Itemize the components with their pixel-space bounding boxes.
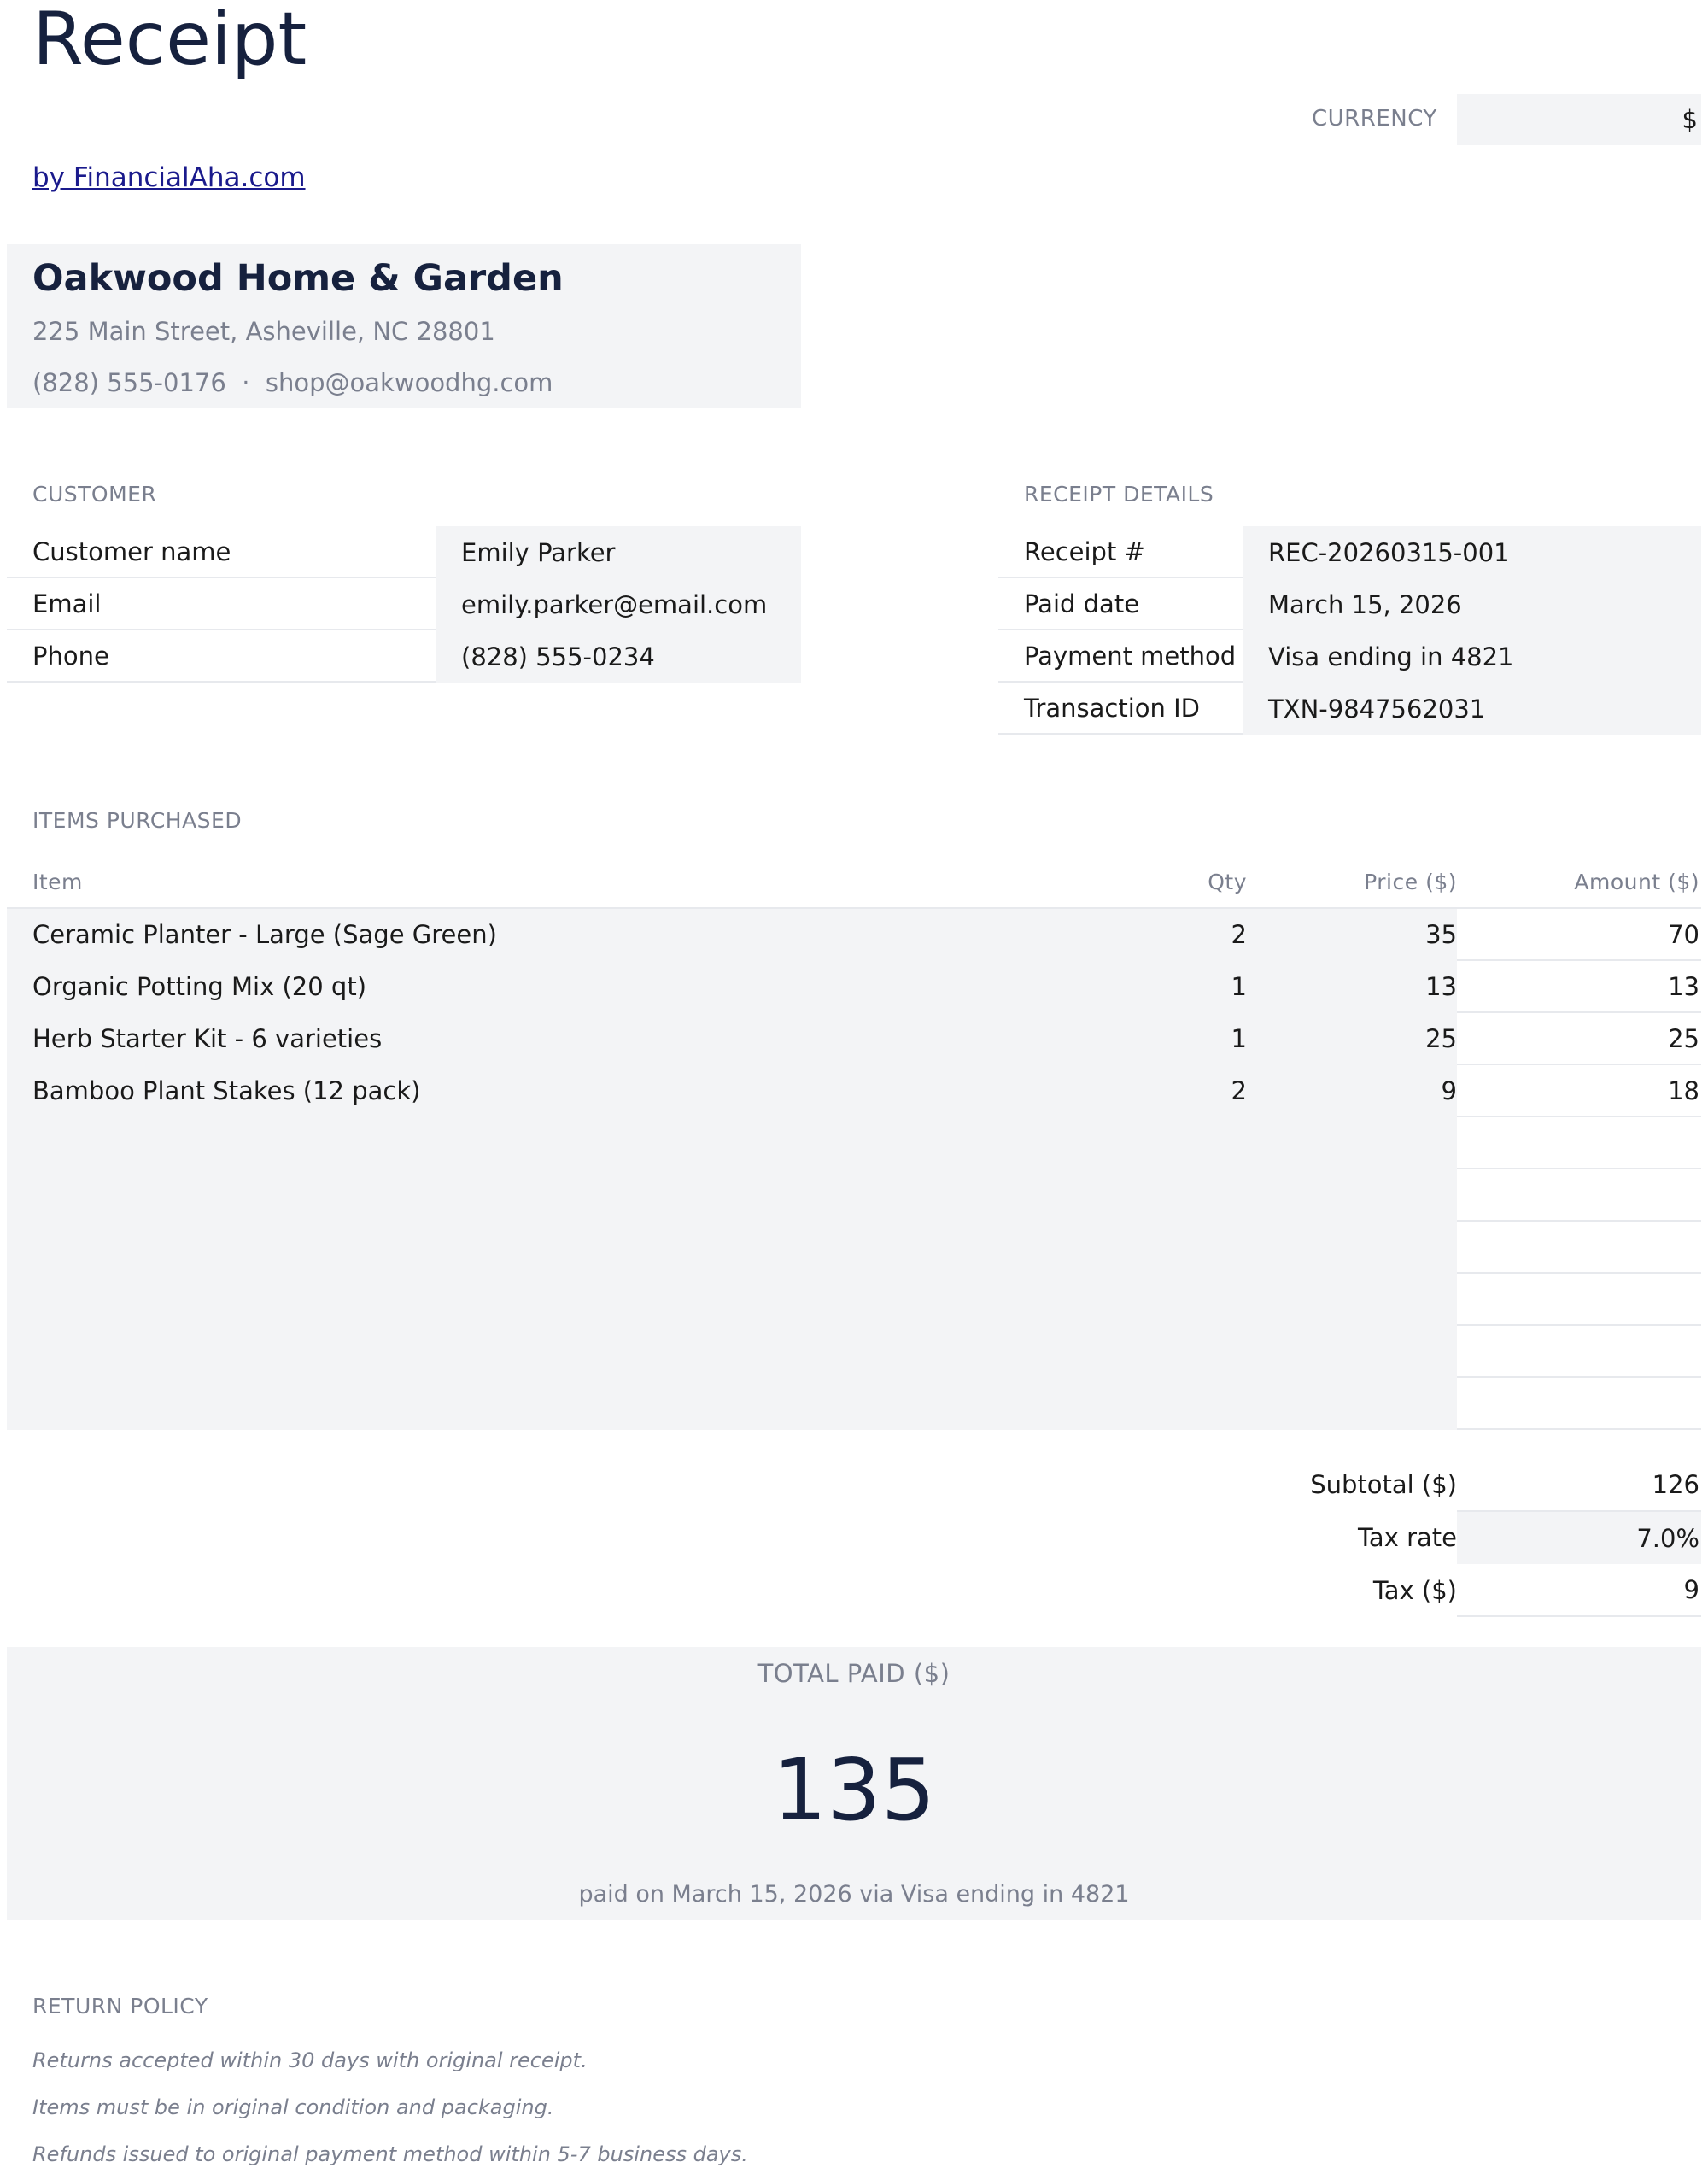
item-price[interactable]: 13 [1425,971,1457,1001]
item-name[interactable]: Organic Potting Mix (20 qt) [32,971,367,1001]
col-header-price: Price ($) [1364,869,1457,894]
customer-row-value[interactable]: emily.parker@email.com [436,578,801,630]
amount-cell [1457,909,1701,961]
customer-row-value[interactable]: Emily Parker [436,526,801,578]
receipt-detail-value[interactable]: REC-20260315-001 [1243,526,1701,578]
col-header-qty: Qty [1208,869,1247,894]
customer-row-label: Email [32,589,102,618]
customer-row-label: Customer name [32,536,231,566]
return-policy-label: RETURN POLICY [32,1994,208,2019]
item-price[interactable]: 9 [1441,1075,1457,1105]
item-qty[interactable]: 2 [1231,919,1247,949]
total-paid-label: TOTAL PAID ($) [757,1659,951,1688]
item-amount: 18 [1668,1075,1699,1105]
items-section-label: ITEMS PURCHASED [32,808,243,833]
customer-row: Customer name Emily Parker [7,526,801,578]
total-paid-note: paid on March 15, 2026 via Visa ending i… [578,1881,1130,1907]
amount-cell [1457,1169,1701,1222]
page-title: Receipt [32,0,307,82]
amount-cell [1457,1117,1701,1169]
item-amount: 13 [1668,971,1699,1001]
tax-rate-label: Tax rate [1358,1523,1457,1552]
receipt-detail-row: Transaction ID TXN-9847562031 [998,683,1701,735]
col-header-item: Item [32,869,83,894]
item-name[interactable]: Ceramic Planter - Large (Sage Green) [32,919,497,949]
amount-cell [1457,1065,1701,1117]
tax-value: 9 [1457,1564,1701,1617]
customer-row-label: Phone [32,641,109,671]
company-address: 225 Main Street, Asheville, NC 28801 [32,317,495,346]
table-row: Organic Potting Mix (20 qt) 1 13 13 [7,961,1701,1013]
item-qty[interactable]: 2 [1231,1075,1247,1105]
item-name[interactable]: Herb Starter Kit - 6 varieties [32,1023,383,1053]
item-amount: 70 [1668,919,1699,949]
item-price[interactable]: 25 [1425,1023,1457,1053]
receipt-detail-value[interactable]: March 15, 2026 [1243,578,1701,630]
currency-field[interactable]: $ [1457,94,1701,145]
amount-cell [1457,1222,1701,1274]
item-qty[interactable]: 1 [1231,971,1247,1001]
receipt-detail-label: Transaction ID [1024,693,1201,723]
col-header-amount: Amount ($) [1574,869,1699,894]
amount-cell [1457,1013,1701,1065]
receipt-detail-value[interactable]: TXN-9847562031 [1243,683,1701,735]
amount-cell [1457,961,1701,1013]
item-qty[interactable]: 1 [1231,1023,1247,1053]
total-paid-amount: 135 [772,1740,936,1840]
receipt-detail-row: Paid date March 15, 2026 [998,578,1701,630]
customer-row-value[interactable]: (828) 555-0234 [436,630,801,683]
receipt-detail-label: Receipt # [1024,536,1145,566]
receipt-detail-value[interactable]: Visa ending in 4821 [1243,630,1701,683]
table-row: Bamboo Plant Stakes (12 pack) 2 9 18 [7,1065,1701,1117]
amount-cell [1457,1274,1701,1326]
currency-value: $ [1682,105,1698,134]
company-contact: (828) 555-0176 · shop@oakwoodhg.com [32,368,553,397]
customer-row: Email emily.parker@email.com [7,578,801,630]
receipt-detail-row: Receipt # REC-20260315-001 [998,526,1701,578]
receipt-detail-row: Payment method Visa ending in 4821 [998,630,1701,683]
receipt-detail-label: Paid date [1024,589,1140,618]
receipt-detail-label: Payment method [1024,641,1237,671]
company-name: Oakwood Home & Garden [32,257,564,300]
currency-label: CURRENCY [1312,106,1437,132]
amount-cell [1457,1326,1701,1378]
items-input-area [7,909,1457,1430]
policy-line: Items must be in original condition and … [32,2095,554,2119]
company-block: Oakwood Home & Garden 225 Main Street, A… [7,244,801,408]
item-name[interactable]: Bamboo Plant Stakes (12 pack) [32,1075,421,1105]
customer-section-label: CUSTOMER [32,482,157,507]
financialaha-link[interactable]: by FinancialAha.com [32,162,306,193]
tax-label: Tax ($) [1372,1576,1457,1605]
policy-line: Refunds issued to original payment metho… [32,2142,748,2166]
customer-row: Phone (828) 555-0234 [7,630,801,683]
tax-rate-input[interactable]: 7.0% [1457,1512,1701,1564]
item-amount: 25 [1668,1023,1699,1053]
total-paid-panel: TOTAL PAID ($) 135 paid on March 15, 202… [7,1647,1701,1920]
receipt-details-section-label: RECEIPT DETAILS [1024,482,1214,507]
table-row: Ceramic Planter - Large (Sage Green) 2 3… [7,909,1701,961]
amount-cell [1457,1378,1701,1430]
table-row: Herb Starter Kit - 6 varieties 1 25 25 [7,1013,1701,1065]
subtotal-value: 126 [1457,1459,1701,1512]
item-price[interactable]: 35 [1425,919,1457,949]
policy-line: Returns accepted within 30 days with ori… [32,2048,588,2072]
subtotal-label: Subtotal ($) [1310,1470,1457,1499]
items-header-row: Item Qty Price ($) Amount ($) [7,856,1701,909]
